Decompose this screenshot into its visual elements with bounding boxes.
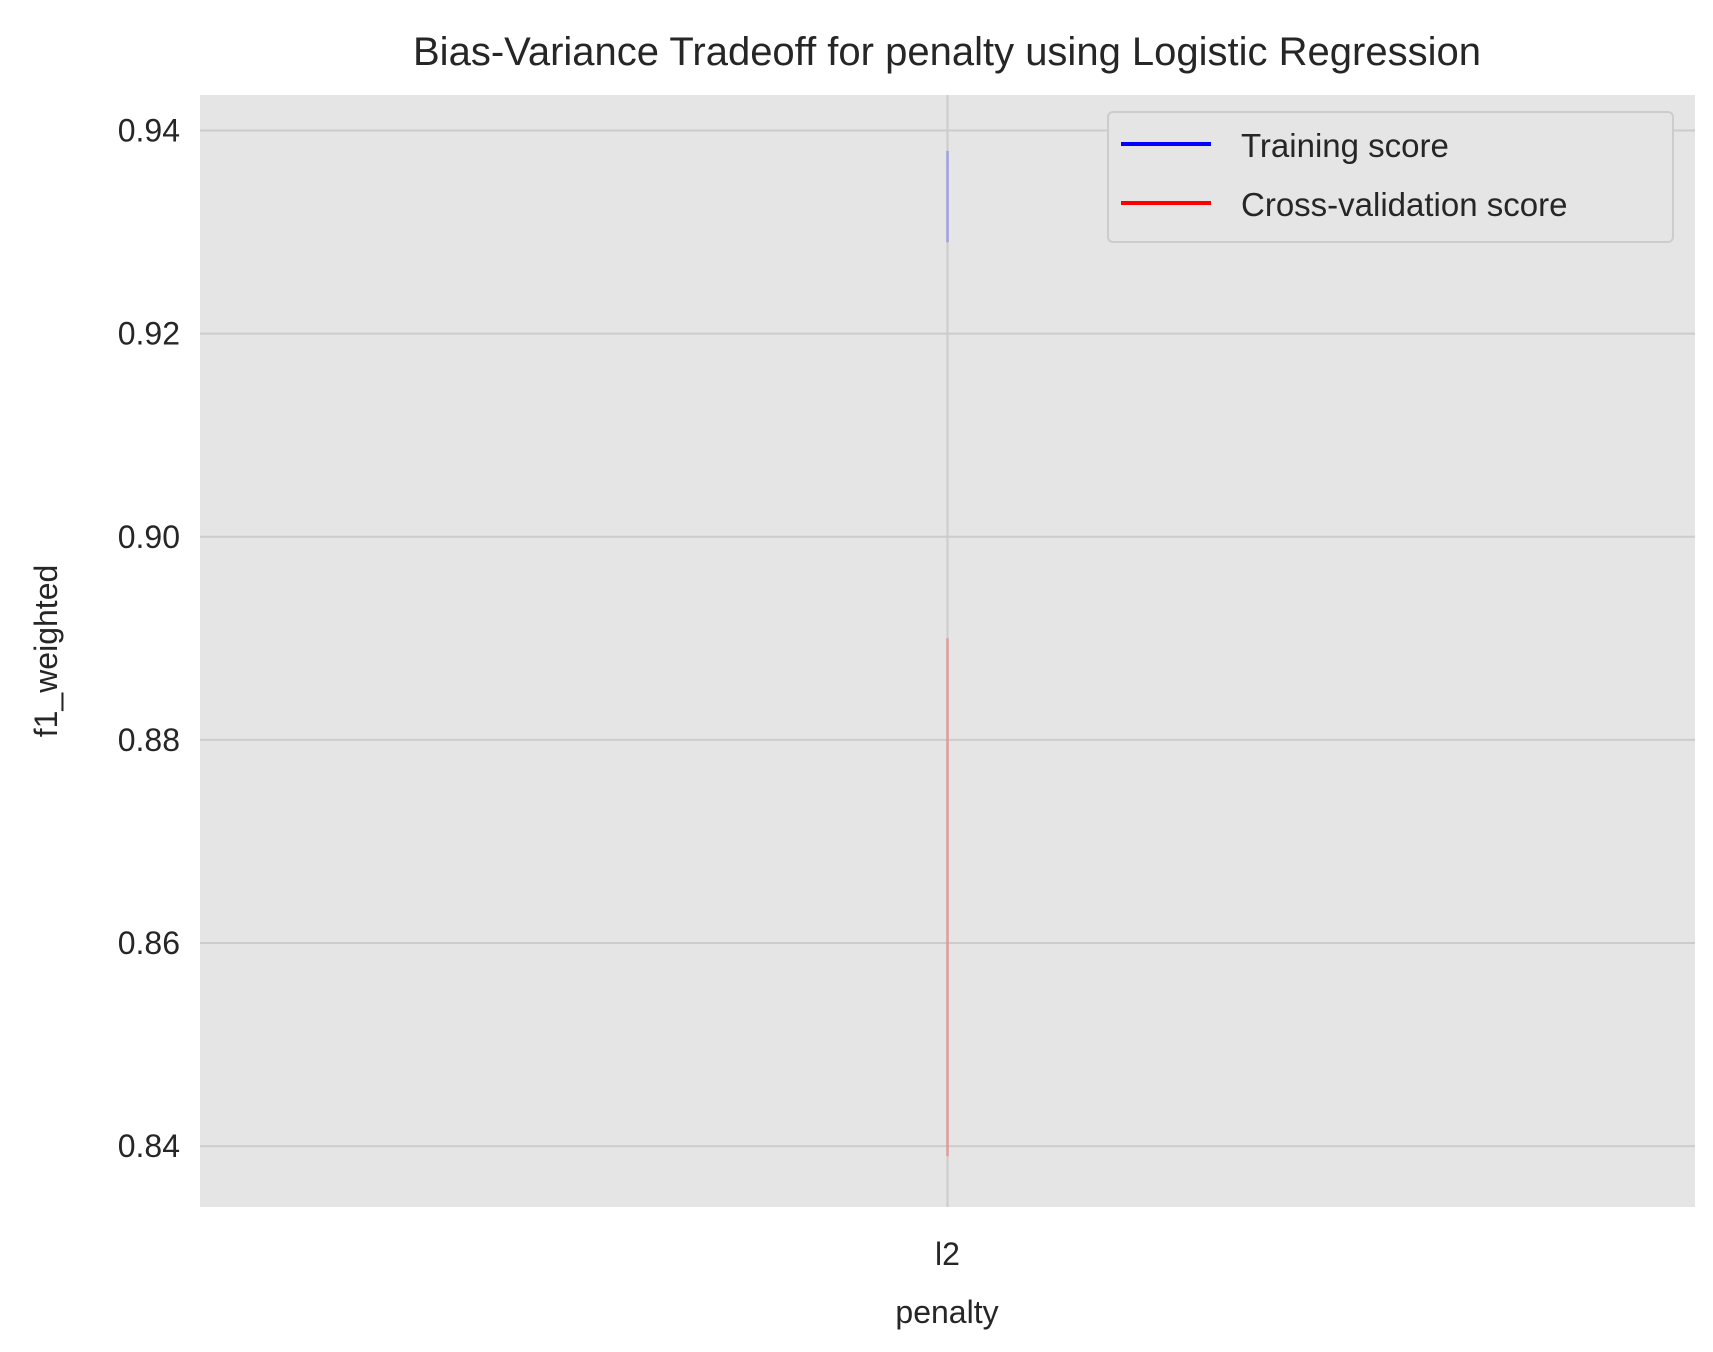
y-tick-label: 0.92 bbox=[118, 316, 180, 352]
y-tick-label: 0.94 bbox=[118, 113, 180, 149]
x-tick-label: l2 bbox=[935, 1236, 960, 1272]
legend: Training score Cross-validation score bbox=[1107, 111, 1674, 243]
x-tick-labels: l2 bbox=[935, 1236, 960, 1272]
y-tick-label: 0.90 bbox=[118, 519, 180, 555]
x-axis-label: penalty bbox=[895, 1294, 998, 1330]
y-tick-label: 0.84 bbox=[118, 1128, 180, 1164]
y-tick-labels: 0.84 0.86 0.88 0.90 0.92 0.94 bbox=[118, 113, 180, 1165]
y-axis-label: f1_weighted bbox=[28, 565, 64, 738]
chart-title: Bias-Variance Tradeoff for penalty using… bbox=[413, 30, 1481, 74]
legend-label-cross-validation: Cross-validation score bbox=[1241, 186, 1567, 223]
y-tick-label: 0.86 bbox=[118, 925, 180, 961]
y-tick-label: 0.88 bbox=[118, 722, 180, 758]
legend-label-training: Training score bbox=[1241, 127, 1449, 164]
legend-box bbox=[1107, 111, 1674, 243]
